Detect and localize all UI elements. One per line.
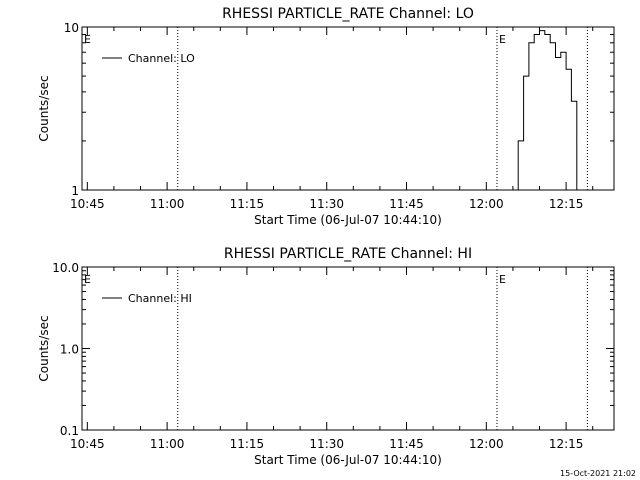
x-tick-label: 11:45	[389, 437, 424, 451]
x-tick-label: 12:15	[549, 197, 584, 211]
event-marker-label: E	[84, 273, 91, 286]
x-tick-label: 11:15	[230, 197, 265, 211]
x-tick-label: 11:30	[309, 437, 344, 451]
y-tick-label: 10.0	[52, 261, 79, 275]
x-tick-label: 11:30	[309, 197, 344, 211]
x-axis-label: Start Time (06-Jul-07 10:44:10)	[254, 453, 442, 467]
x-tick-label: 11:00	[150, 437, 185, 451]
event-marker-label: E	[84, 33, 91, 46]
plot-frame	[81, 26, 615, 191]
chart-title: RHESSI PARTICLE_RATE Channel: HI	[224, 246, 472, 262]
footer-timestamp: 15-Oct-2021 21:02	[560, 469, 636, 478]
x-tick-label: 11:15	[230, 437, 265, 451]
x-tick-label: 11:45	[389, 197, 424, 211]
chart-title: RHESSI PARTICLE_RATE Channel: LO	[222, 6, 474, 22]
panel-hi: RHESSI PARTICLE_RATE Channel: HI 10:45 11:…	[37, 246, 615, 467]
x-tick-label: 12:00	[469, 437, 504, 451]
series-line-channel-lo	[517, 30, 578, 190]
y-axis-label: Counts/sec	[37, 75, 51, 141]
x-tick-label: 10:45	[70, 197, 105, 211]
legend-label: Channel: HI	[128, 292, 192, 305]
y-tick-label: 1.0	[60, 343, 79, 357]
x-tick-label: 10:45	[70, 437, 105, 451]
legend-label: Channel: LO	[128, 52, 195, 65]
event-marker-label: E	[499, 273, 506, 286]
x-axis-label: Start Time (06-Jul-07 10:44:10)	[254, 213, 442, 227]
x-tick-label: 12:15	[549, 437, 584, 451]
panel-lo: RHESSI PARTICLE_RATE Channel: LO 10:45 11:…	[37, 6, 615, 227]
y-tick-label: 0.1	[60, 424, 79, 438]
y-tick-label: 10	[64, 21, 79, 35]
event-marker-label: E	[499, 33, 506, 46]
x-tick-label: 11:00	[150, 197, 185, 211]
y-axis-label: Counts/sec	[37, 315, 51, 381]
y-tick-label: 1	[71, 184, 79, 198]
x-tick-label: 12:00	[469, 197, 504, 211]
